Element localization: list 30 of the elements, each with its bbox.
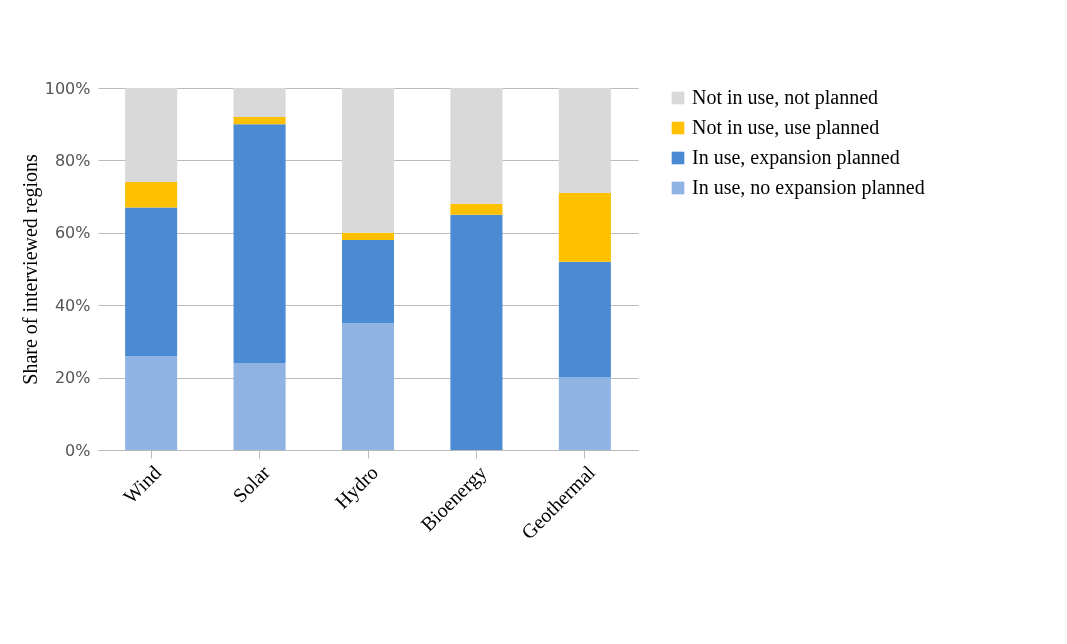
- bar: [341, 323, 395, 450]
- bar: [233, 363, 286, 450]
- y-tick-label: 40%: [54, 295, 91, 315]
- bar: [233, 88, 286, 117]
- bar: [125, 207, 178, 356]
- bar: [558, 88, 611, 193]
- y-tick-label: 0%: [65, 440, 91, 460]
- bar: [558, 377, 611, 450]
- bar: [125, 355, 178, 450]
- legend-label: In use, expansion planned: [692, 146, 900, 169]
- legend-label: In use, no expansion planned: [692, 176, 925, 199]
- bar: [558, 261, 611, 378]
- bar: [233, 124, 286, 364]
- bar: [125, 88, 178, 183]
- y-tick-label: 60%: [54, 223, 91, 243]
- bar: [233, 116, 286, 125]
- y-axis-title: Share of interviewed regions: [18, 154, 42, 385]
- bar: [341, 88, 395, 233]
- bar: [341, 240, 395, 324]
- legend-label: Not in use, use planned: [692, 116, 880, 139]
- y-tick-label: 20%: [54, 368, 91, 388]
- bar: [558, 192, 611, 262]
- bar: [450, 203, 503, 215]
- bar: [450, 214, 503, 450]
- y-tick-label: 100%: [44, 78, 91, 98]
- bar: [341, 232, 395, 241]
- bar: [125, 182, 178, 208]
- bar: [450, 88, 503, 204]
- y-tick-label: 80%: [54, 150, 91, 170]
- legend-label: Not in use, not planned: [692, 86, 879, 109]
